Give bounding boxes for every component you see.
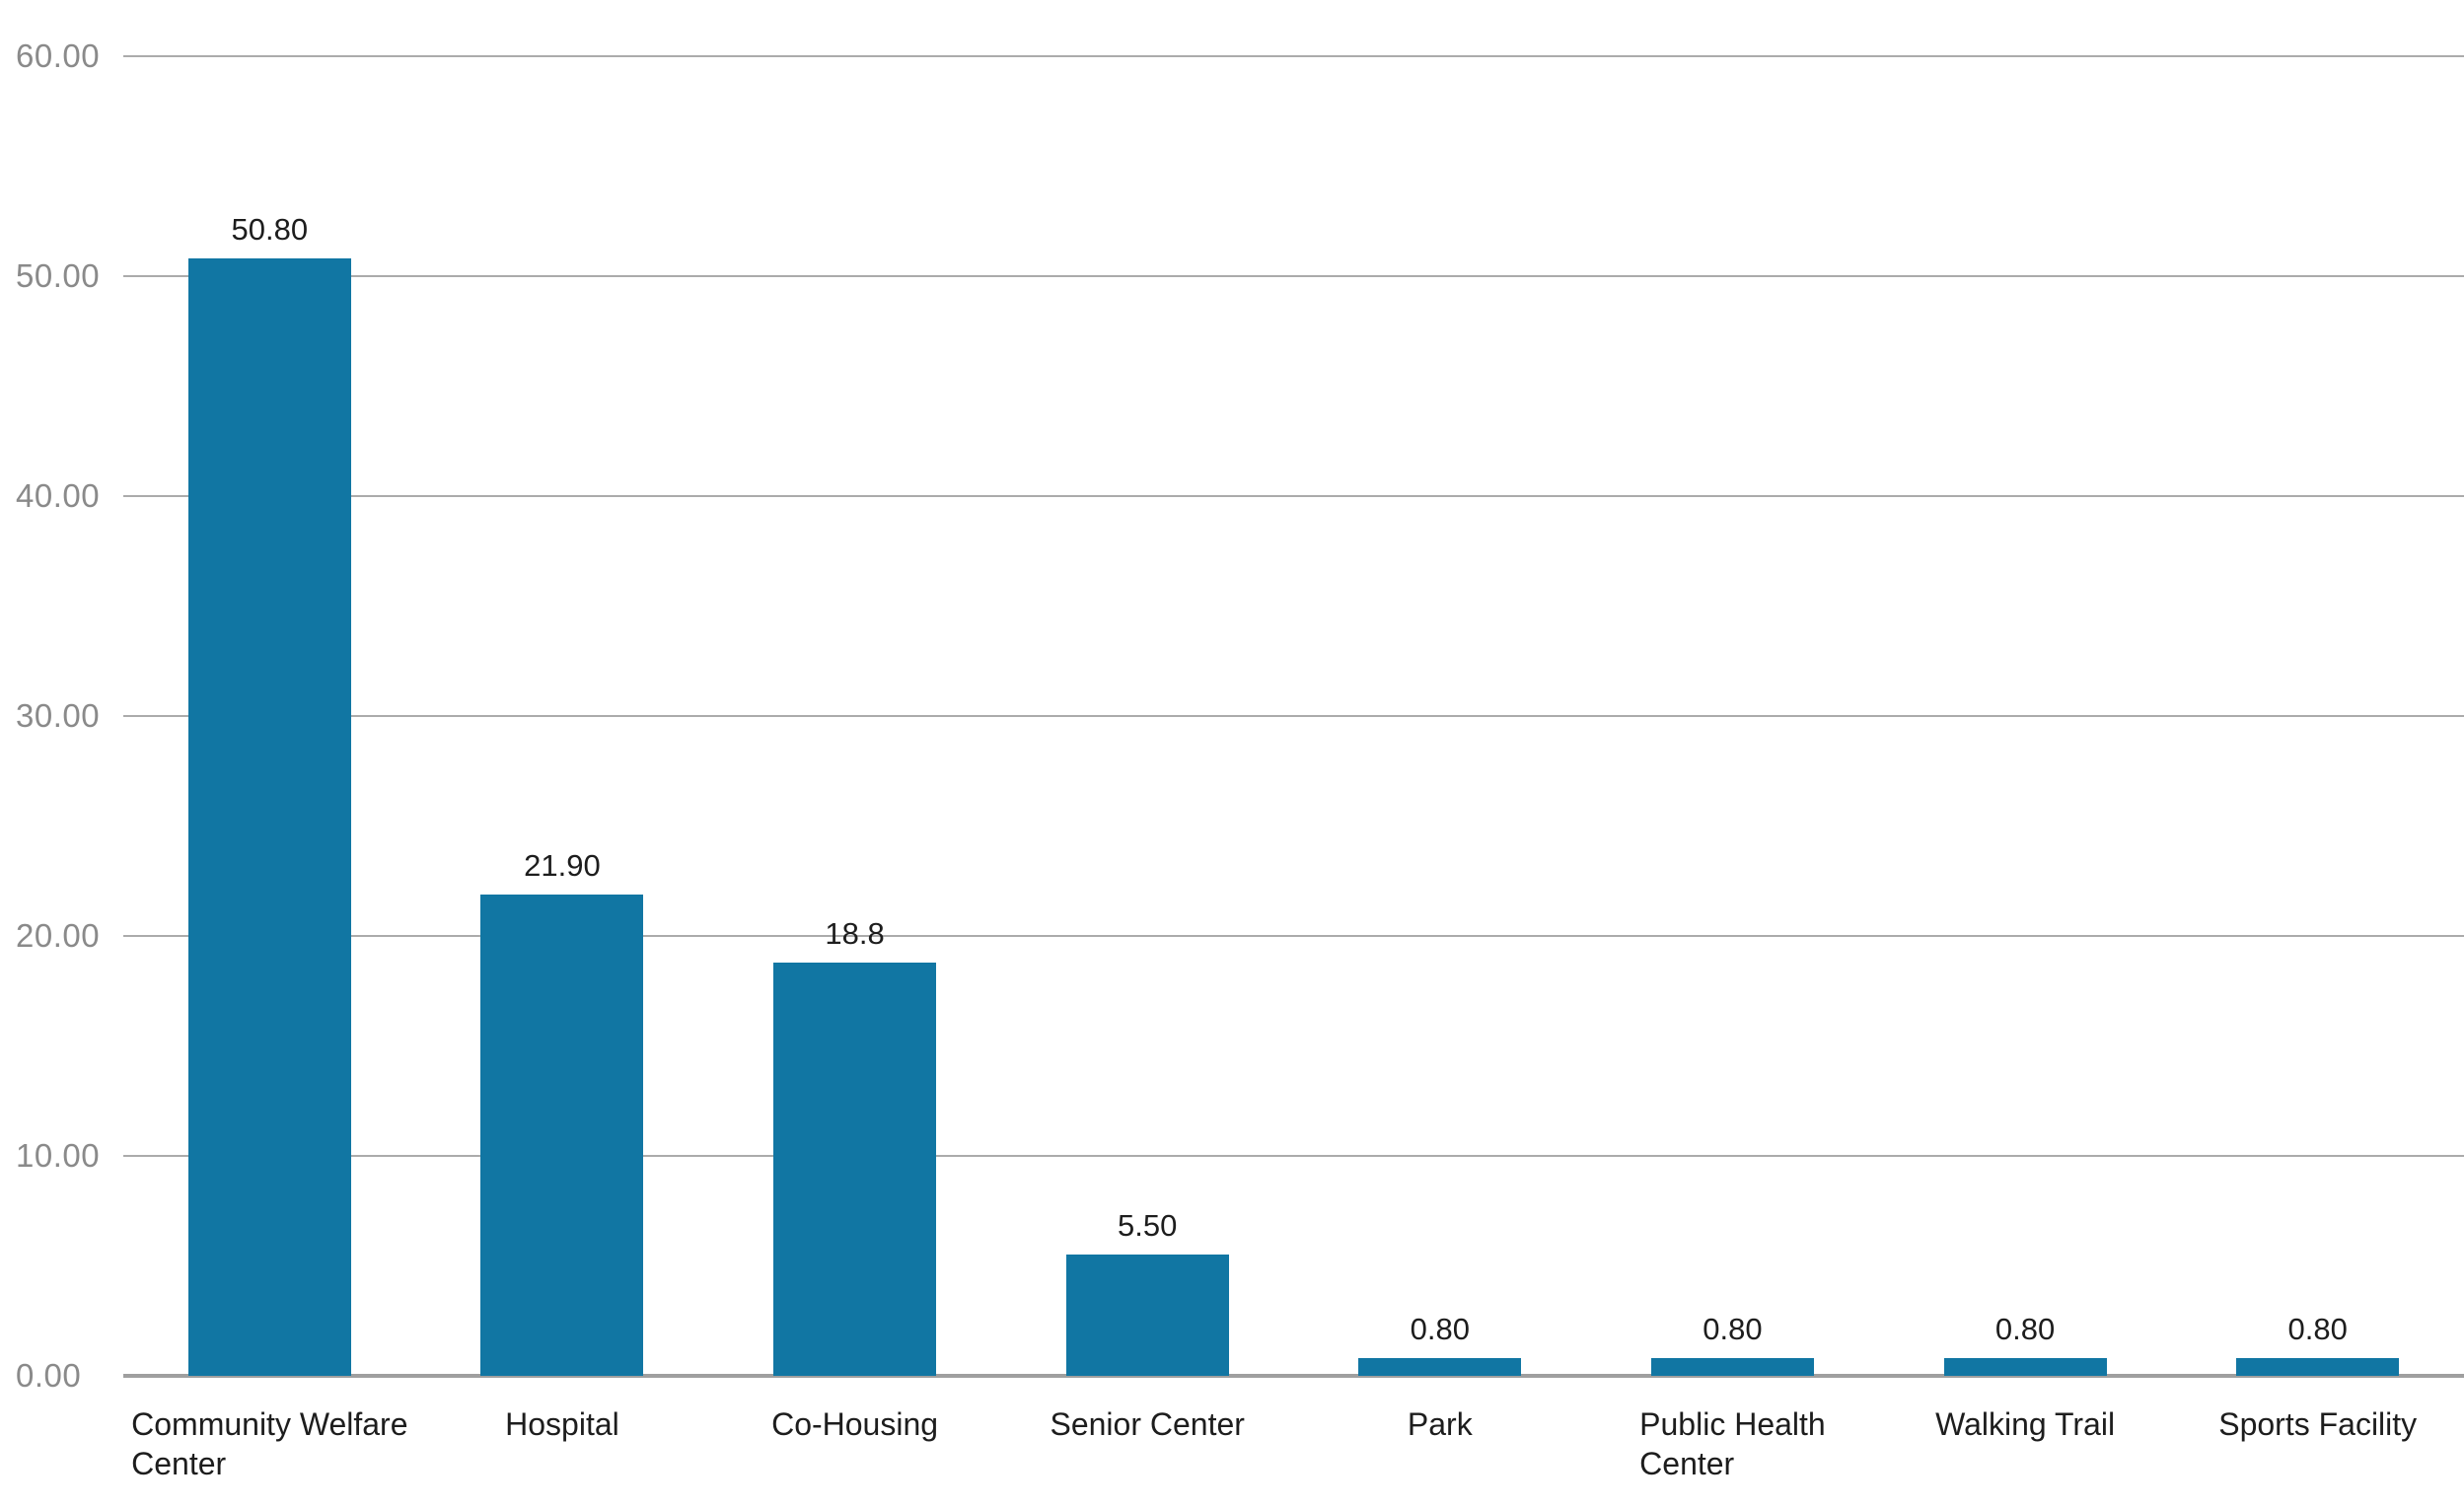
bar-value-label: 0.80 <box>1703 1312 1763 1346</box>
bar-value-label: 5.50 <box>1118 1208 1178 1243</box>
gridline <box>123 1155 2464 1157</box>
bar <box>188 258 351 1376</box>
gridline <box>123 495 2464 497</box>
bar-value-label: 50.80 <box>231 212 309 247</box>
x-axis-category-label: Walking Trail <box>1935 1406 2116 1442</box>
x-axis-line <box>123 1374 2464 1378</box>
gridline <box>123 715 2464 717</box>
bar-value-label: 0.80 <box>1410 1312 1470 1346</box>
x-axis-category-label: Public Health Center <box>1639 1406 1826 1481</box>
gridline <box>123 55 2464 57</box>
x-axis-category-label: Park <box>1407 1406 1473 1442</box>
x-axis-category-label: Senior Center <box>1050 1406 1245 1442</box>
x-axis-category-label: Sports Facility <box>2218 1406 2418 1442</box>
gridline <box>123 935 2464 937</box>
bar <box>480 895 643 1376</box>
y-axis-tick-label: 0.00 <box>16 1357 82 1394</box>
bar <box>1358 1358 1521 1376</box>
y-axis-tick-label: 50.00 <box>16 257 101 294</box>
y-axis-tick-label: 30.00 <box>16 697 101 734</box>
y-axis-tick-label: 60.00 <box>16 37 101 74</box>
bar <box>1651 1358 1814 1376</box>
bar-value-label: 21.90 <box>524 848 601 883</box>
x-axis-category-label: Community Welfare Center <box>131 1406 408 1481</box>
bar <box>773 963 936 1376</box>
bar-value-label: 0.80 <box>2287 1312 2348 1346</box>
y-axis-tick-label: 20.00 <box>16 917 101 954</box>
x-axis-category-label: Co-Housing <box>771 1406 939 1442</box>
bar-value-label: 0.80 <box>1994 1312 2056 1346</box>
bar-value-label: 18.8 <box>825 916 885 951</box>
bar <box>2236 1358 2399 1376</box>
gridline <box>123 275 2464 277</box>
bar <box>1066 1255 1229 1376</box>
x-axis-category-label: Hospital <box>505 1406 619 1442</box>
y-axis-tick-label: 40.00 <box>16 477 101 514</box>
y-axis-tick-label: 10.00 <box>16 1137 101 1174</box>
bar <box>1944 1358 2107 1376</box>
